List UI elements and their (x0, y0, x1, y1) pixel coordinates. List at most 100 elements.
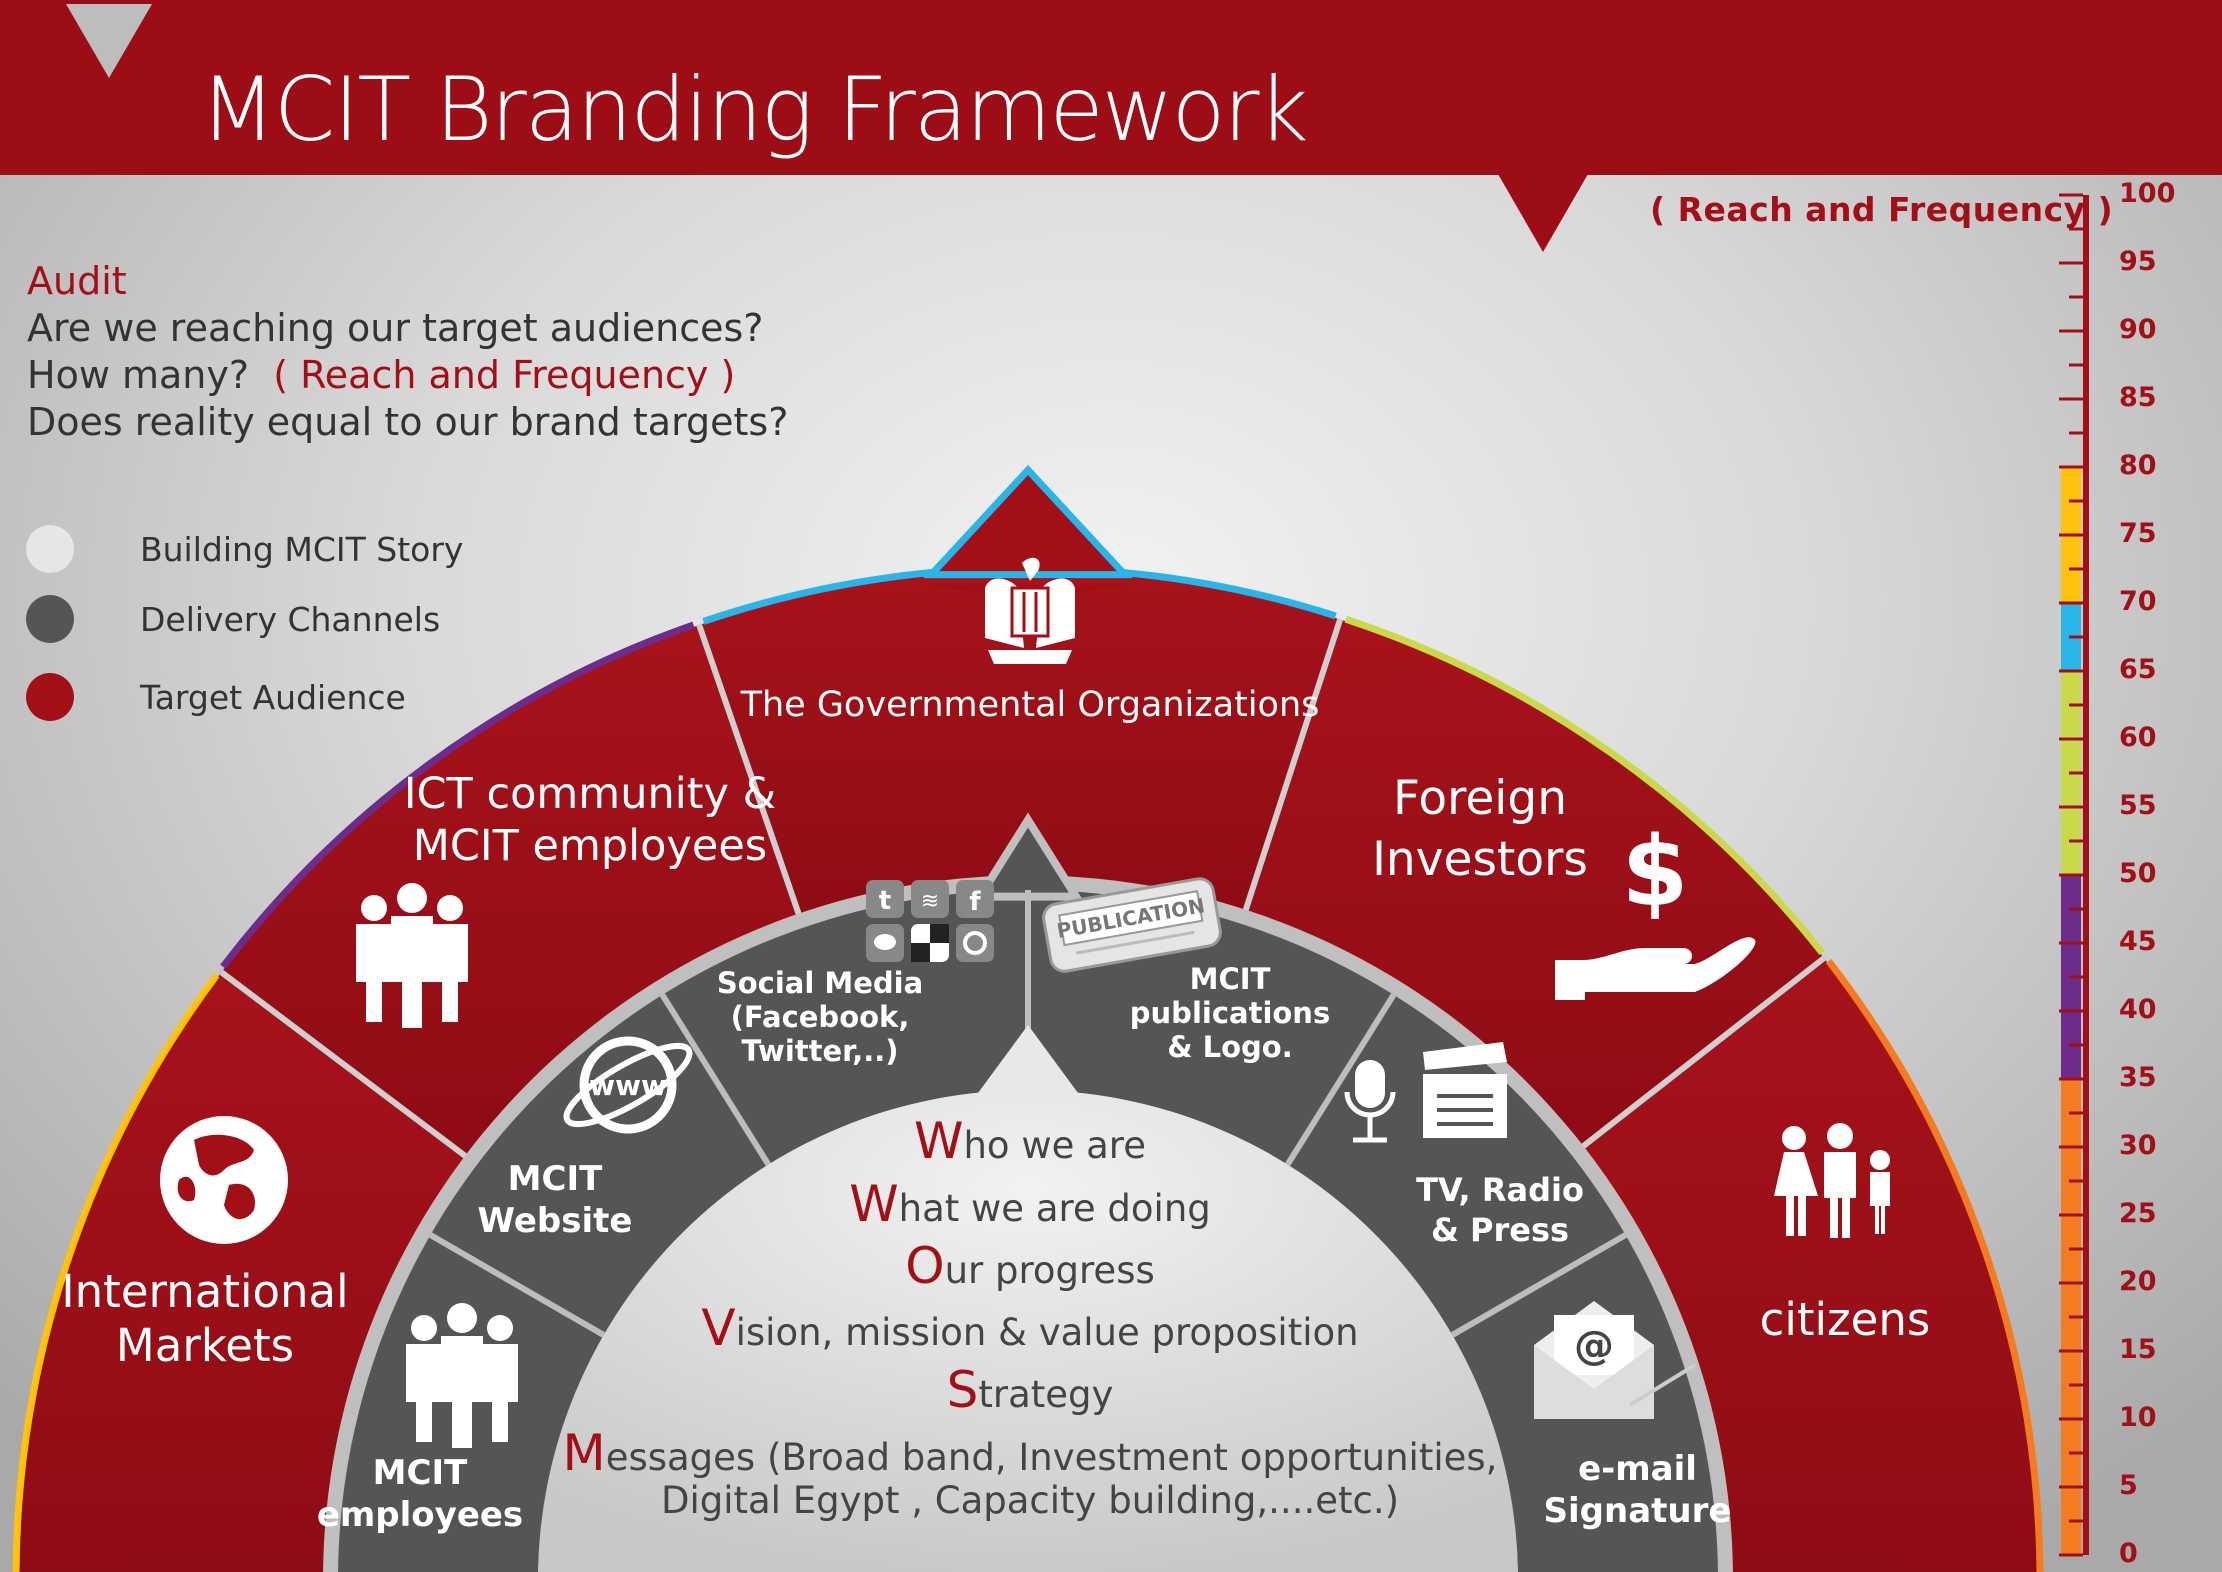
channel-line: MCIT (507, 1159, 603, 1199)
story-initial: V (701, 1299, 736, 1357)
audience-line: MCIT employees (412, 821, 768, 871)
audit-question-1: Are we reaching our target audiences? (27, 306, 764, 350)
legend-label: Target Audience (140, 677, 406, 717)
channel-line: e-mail (1578, 1449, 1697, 1489)
audience-divider (696, 624, 803, 920)
www-globe-icon: www (563, 1036, 693, 1134)
channel-line: Social Media (716, 966, 924, 1000)
channel-line: & Press (1430, 1211, 1570, 1249)
audit-block: Audit Are we reaching our target audienc… (27, 258, 788, 446)
scale-tick-label: 35 (2119, 1062, 2157, 1093)
story-item: Our progress (540, 1237, 1520, 1295)
story-initial: S (946, 1361, 979, 1419)
scale-tick-label: 80 (2119, 450, 2157, 481)
twitter-icon: t (866, 880, 904, 918)
story-text: ur progress (944, 1249, 1155, 1292)
channel-line: MCIT (372, 1453, 468, 1493)
delicious-icon (911, 924, 949, 962)
header-banner (0, 0, 2222, 252)
story-initial: W (914, 1112, 964, 1170)
audit-question-2: How many? ( Reach and Frequency ) (27, 352, 788, 399)
audience-divider (1577, 955, 1826, 1152)
channel-line: publications (1129, 996, 1331, 1030)
audience-foreign-investors: Foreign Investors (1350, 768, 1610, 890)
audience-arc-citizens (1825, 958, 2044, 1572)
audience-segment-international (18, 972, 469, 1572)
page-title: MCIT Branding Framework (200, 58, 1309, 161)
audience-governmental: The Governmental Organizations (740, 678, 1320, 732)
channel-line: employees (316, 1495, 524, 1535)
scale-tick-label: 65 (2119, 654, 2157, 685)
channel-email-signature: e-mail Signature (1530, 1448, 1745, 1532)
legend-label: Delivery Channels (140, 599, 441, 639)
channel-website: MCIT Website (460, 1158, 650, 1242)
story-initial: M (562, 1424, 606, 1482)
channel-tv-radio-press: TV, Radio & Press (1390, 1170, 1610, 1250)
audience-arc-foreign (1344, 615, 1825, 955)
audience-citizens: citizens (1735, 1293, 1955, 1347)
channel-line: Website (477, 1201, 633, 1241)
globe-icon (160, 1116, 288, 1244)
channel-line: Signature (1543, 1491, 1732, 1531)
target-audience-ring (12, 464, 2044, 1572)
audience-line: International (61, 1265, 349, 1318)
scale-tick-label: 85 (2119, 382, 2157, 413)
story-initial: O (905, 1237, 945, 1295)
family-icon (1774, 1123, 1890, 1238)
audience-segment-gov (699, 570, 1341, 919)
scale-tick-label: 45 (2119, 926, 2157, 957)
story-item: What we are doing (540, 1175, 1520, 1233)
scale-axis (2083, 195, 2089, 1555)
audience-line: ICT community & (403, 769, 777, 819)
svg-text:f: f (969, 887, 981, 917)
channel-line: TV, Radio (1416, 1171, 1584, 1209)
audit-question-3: Does reality equal to our brand targets? (27, 400, 789, 444)
dollar-hand-icon: $ (1555, 816, 1756, 1000)
social-icons-grid: t ≋ f (866, 880, 994, 962)
story-item: Strategy (540, 1361, 1520, 1419)
story-dot-icon (26, 525, 74, 573)
channel-line: MCIT (1189, 962, 1271, 996)
audience-dot-icon (26, 673, 74, 721)
channel-line: & Logo. (1167, 1030, 1293, 1064)
svg-text:@: @ (1574, 1323, 1614, 1369)
audit-heading: Audit (27, 259, 127, 303)
story-text: Digital Egypt , Capacity building,....et… (660, 1479, 1400, 1522)
scale-title: ( Reach and Frequency ) (1650, 190, 2114, 229)
scale-tick-label: 25 (2119, 1198, 2157, 1229)
channel-divider (428, 1232, 606, 1338)
eagle-emblem-icon (985, 557, 1075, 664)
audience-segment-foreign (1244, 619, 1824, 1150)
audience-line: The Governmental Organizations (740, 685, 1320, 725)
business-people-icon (356, 883, 468, 1028)
svg-text:$: $ (1622, 816, 1689, 928)
scale-tick-label: 60 (2119, 722, 2157, 753)
legend-item-channels: Delivery Channels (26, 595, 440, 643)
channel-employees: MCIT employees (315, 1452, 525, 1536)
scale-tick-label: 95 (2119, 246, 2157, 277)
facebook-icon: f (956, 880, 994, 918)
audience-line: Foreign (1392, 771, 1567, 826)
scale-tick-label: 55 (2119, 790, 2157, 821)
scale-tick-label: 70 (2119, 586, 2157, 617)
svg-text:≋: ≋ (921, 889, 939, 914)
channel-publications: MCIT publications & Logo. (1120, 962, 1340, 1064)
channel-divider (659, 993, 771, 1167)
svg-text:t: t (879, 886, 891, 916)
legend-item-audience: Target Audience (26, 673, 406, 721)
reach-frequency-scale (2059, 193, 2089, 1557)
story-text: essages (Broad band, Investment opportun… (605, 1436, 1498, 1479)
legend-item-story: Building MCIT Story (26, 525, 463, 573)
story-text: hat we are doing (898, 1187, 1211, 1230)
brand-story-disc (538, 1025, 1518, 1572)
story-item: Who we are (540, 1112, 1520, 1170)
audience-international: International Markets (50, 1265, 360, 1373)
audit-question-2-prefix: How many? (27, 353, 250, 397)
story-item: Messages (Broad band, Investment opportu… (540, 1424, 1520, 1482)
channel-divider (1450, 1232, 1628, 1338)
channel-divider (1285, 993, 1397, 1167)
people-group-icon (406, 1303, 518, 1448)
audience-divider (1241, 618, 1343, 916)
